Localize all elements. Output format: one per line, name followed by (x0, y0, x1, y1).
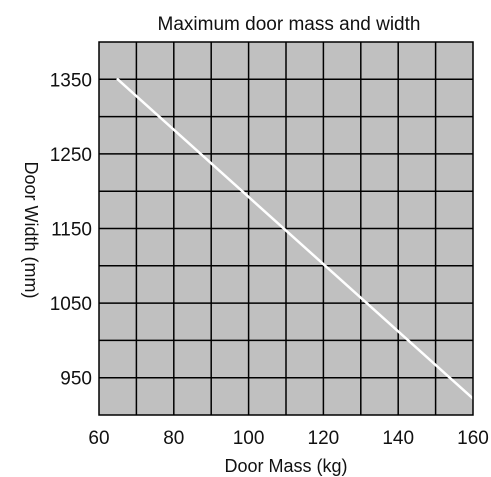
x-tick-label: 100 (233, 428, 265, 449)
grid-lines (99, 42, 473, 415)
series-line (116, 78, 475, 400)
x-tick-label: 140 (382, 428, 414, 449)
x-axis-ticks: 60 80 100 120 140 160 (88, 428, 488, 449)
y-tick-label: 1250 (50, 145, 92, 166)
y-axis-ticks: 950 1050 1150 1250 1350 (50, 70, 92, 389)
y-tick-label: 1050 (50, 294, 92, 315)
series-layer (116, 78, 475, 400)
x-tick-label: 120 (308, 428, 340, 449)
y-tick-label: 950 (60, 369, 92, 390)
x-tick-label: 80 (163, 428, 184, 449)
y-axis-label: Door Width (mm) (21, 161, 41, 298)
y-tick-label: 1350 (50, 70, 92, 91)
x-tick-label: 60 (88, 428, 109, 449)
y-tick-label: 1150 (51, 220, 92, 241)
plot-frame (98, 41, 474, 416)
x-tick-label: 160 (457, 428, 489, 449)
x-axis-label: Door Mass (kg) (224, 456, 347, 476)
chart-title: Maximum door mass and width (158, 14, 421, 35)
